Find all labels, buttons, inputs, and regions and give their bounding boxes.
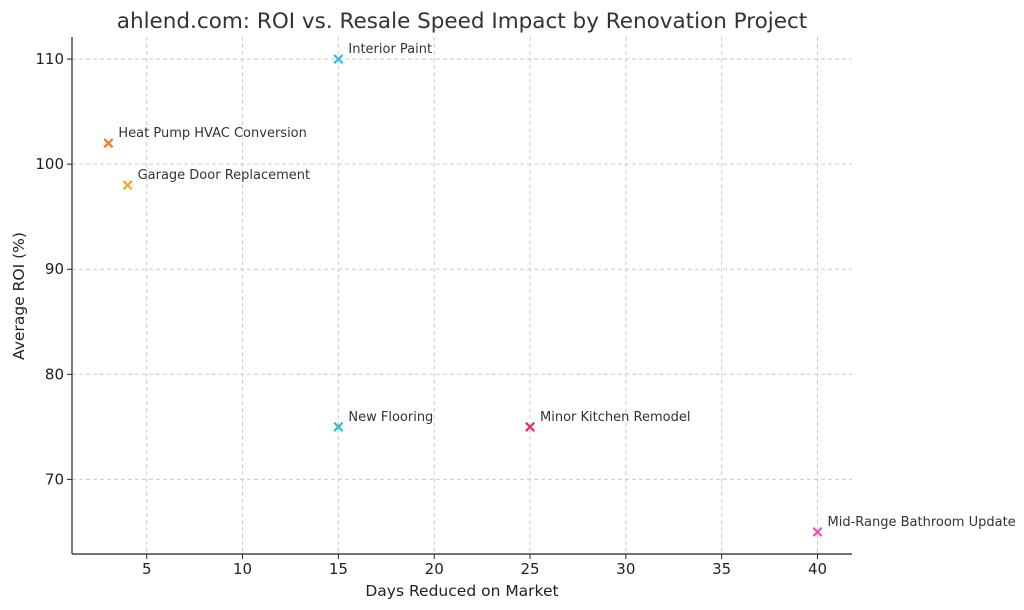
point-marker-stroke: [333, 54, 344, 65]
grid: [72, 37, 852, 554]
point-label: Garage Door Replacement: [138, 168, 311, 183]
y-tick-label: 80: [45, 365, 64, 383]
ticks: 5 10 15 20 25 30 35 40 70 80 90 100 110: [35, 50, 827, 578]
x-tick-label: 25: [520, 560, 539, 578]
point-label: Heat Pump HVAC Conversion: [118, 126, 306, 141]
x-tick-label: 30: [616, 560, 635, 578]
x-tick-label: 15: [329, 560, 348, 578]
point-label: New Flooring: [348, 410, 433, 425]
data-point: Minor Kitchen Remodel: [525, 410, 690, 432]
y-tick-label: 100: [35, 155, 64, 173]
chart-title: ahlend.com: ROI vs. Resale Speed Impact …: [117, 9, 807, 34]
data-points: Interior Paint Heat Pump HVAC Conversion G…: [103, 42, 1016, 537]
point-marker-stroke: [122, 180, 133, 191]
x-tick-label: 20: [425, 560, 444, 578]
point-label: Minor Kitchen Remodel: [540, 410, 690, 425]
point-marker-stroke: [333, 421, 344, 432]
point-label: Mid-Range Bathroom Update: [828, 515, 1016, 530]
y-axis-label: Average ROI (%): [10, 232, 28, 360]
axes: [71, 37, 852, 555]
data-point: Mid-Range Bathroom Update: [812, 515, 1016, 537]
point-label: Interior Paint: [348, 42, 432, 57]
x-tick-label: 5: [142, 560, 152, 578]
point-marker-stroke: [103, 138, 114, 149]
data-point: Interior Paint: [333, 42, 432, 65]
x-tick-label: 35: [712, 560, 731, 578]
x-axis-label: Days Reduced on Market: [365, 582, 558, 600]
y-tick-label: 90: [45, 260, 64, 278]
data-point: Heat Pump HVAC Conversion: [103, 126, 307, 149]
data-point: Garage Door Replacement: [122, 168, 311, 191]
point-marker-stroke: [525, 421, 536, 432]
x-tick-label: 10: [233, 560, 252, 578]
point-marker-stroke: [812, 526, 823, 537]
y-tick-label: 70: [45, 470, 64, 488]
data-point: New Flooring: [333, 410, 433, 432]
x-tick-label: 40: [808, 560, 827, 578]
y-tick-label: 110: [35, 50, 64, 68]
